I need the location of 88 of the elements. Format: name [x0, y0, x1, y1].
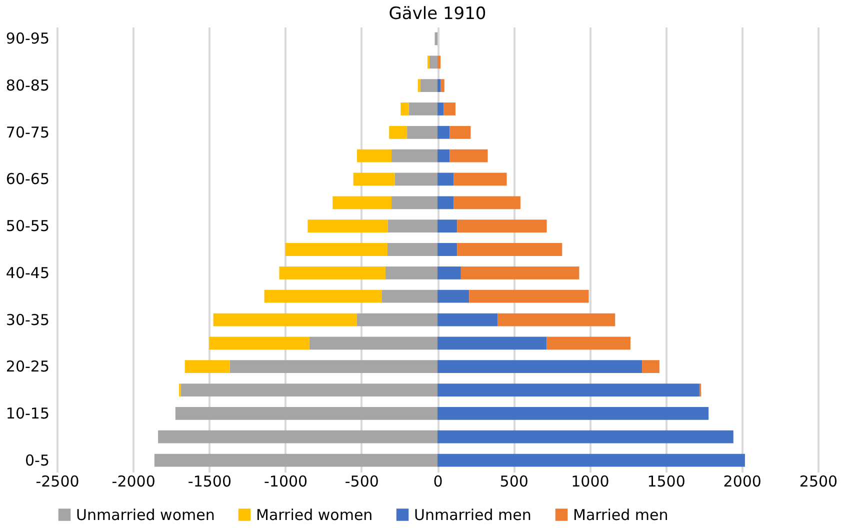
bar — [213, 313, 357, 326]
y-tick-label: 90-95 — [6, 30, 50, 48]
bar — [438, 126, 450, 139]
bar — [308, 220, 388, 233]
bar — [382, 290, 438, 303]
bar — [407, 126, 438, 139]
bar — [440, 79, 444, 92]
bar — [642, 360, 660, 374]
bar — [454, 196, 520, 210]
bar — [546, 336, 630, 350]
bar — [438, 336, 547, 350]
bar — [444, 102, 456, 116]
bar — [332, 196, 392, 210]
x-tick-label: 500 — [500, 472, 528, 490]
bar — [309, 336, 438, 350]
x-tick-label: 2500 — [799, 472, 838, 490]
bar — [392, 196, 438, 210]
bar — [400, 102, 409, 116]
bar — [180, 384, 438, 396]
y-tick-label: 0-5 — [25, 451, 50, 470]
x-tick-label: 0 — [433, 472, 443, 490]
bar — [438, 79, 441, 92]
x-tick-label: -1500 — [188, 472, 232, 490]
y-tick-label: 40-45 — [6, 264, 50, 282]
bar — [438, 290, 470, 303]
legend-label: Unmarried women — [76, 506, 215, 524]
bar — [438, 243, 458, 256]
bar — [438, 196, 454, 210]
x-tick-label: -2500 — [36, 472, 80, 490]
bar — [498, 313, 616, 326]
bar — [469, 290, 589, 303]
bar — [389, 126, 408, 139]
bar — [408, 102, 438, 116]
bar — [175, 407, 438, 420]
bar — [158, 430, 438, 444]
bar — [420, 79, 438, 92]
bar — [356, 313, 438, 326]
bar — [385, 266, 438, 280]
x-tick-label: -500 — [344, 472, 379, 490]
x-tick-label: 2000 — [723, 472, 762, 490]
bar — [438, 454, 745, 467]
bar — [438, 407, 709, 420]
bar — [353, 172, 395, 186]
y-tick-label: 60-65 — [6, 170, 50, 188]
bar — [438, 266, 461, 280]
bar — [264, 290, 382, 303]
bar — [454, 172, 507, 186]
bar — [438, 220, 458, 233]
bar — [438, 102, 444, 116]
bar — [450, 126, 471, 139]
bar — [388, 220, 438, 233]
chart-title: Gävle 1910 — [388, 4, 486, 24]
y-tick-label: 30-35 — [6, 310, 50, 329]
bar — [438, 56, 441, 69]
legend-label: Unmarried men — [414, 506, 532, 524]
bar — [209, 336, 310, 350]
bar — [438, 384, 700, 396]
bar — [230, 360, 438, 374]
bar — [438, 313, 498, 326]
bar — [387, 243, 438, 256]
legend-label: Married men — [573, 506, 668, 524]
bar — [438, 149, 450, 162]
bar — [184, 360, 230, 374]
bar — [279, 266, 386, 280]
bar — [154, 454, 438, 467]
bar — [394, 172, 438, 186]
y-tick-label: 20-25 — [6, 358, 50, 376]
bar — [418, 79, 420, 92]
y-tick-label: 70-75 — [6, 123, 50, 142]
bar — [438, 430, 734, 444]
bar — [438, 172, 454, 186]
x-tick-label: 1500 — [647, 472, 686, 490]
bar — [429, 56, 438, 69]
bar — [285, 243, 388, 256]
bar — [460, 266, 580, 280]
y-tick-label: 50-55 — [6, 217, 50, 236]
bar — [392, 149, 438, 162]
bar — [356, 149, 392, 162]
bar — [450, 149, 488, 162]
y-tick-label: 10-15 — [6, 404, 50, 422]
x-tick-label: 1000 — [571, 472, 610, 490]
bar — [438, 360, 642, 374]
bar — [457, 220, 547, 233]
x-tick-label: -1000 — [264, 472, 308, 490]
legend-label: Married women — [256, 506, 373, 524]
x-tick-label: -2000 — [112, 472, 156, 490]
y-tick-label: 80-85 — [6, 76, 50, 95]
bar — [457, 243, 562, 256]
